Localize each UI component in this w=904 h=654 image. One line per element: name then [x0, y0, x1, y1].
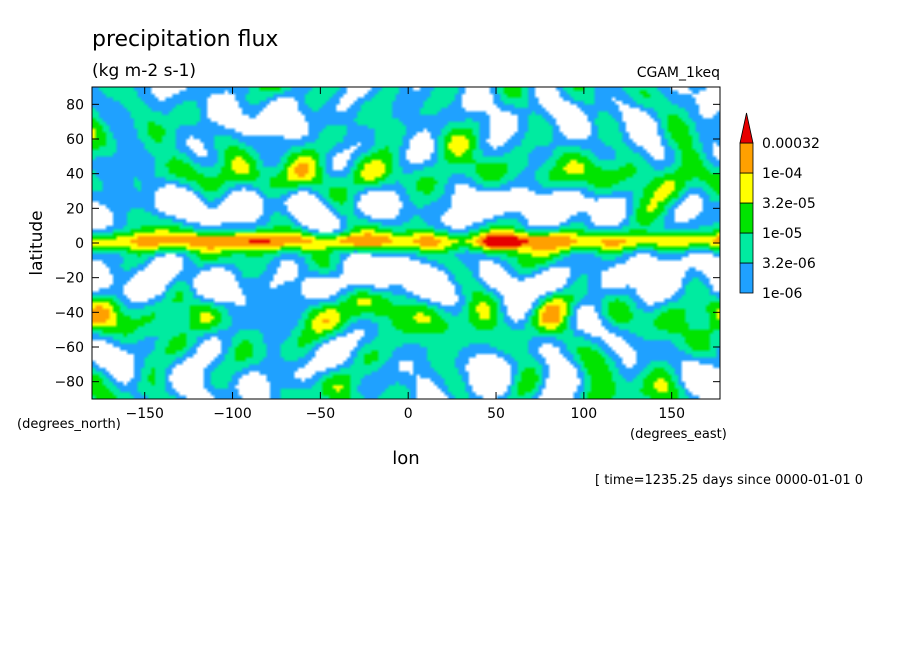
y-tick-label: 80 — [66, 97, 84, 113]
y-tick-label: −20 — [54, 271, 84, 287]
x-tick-label: −150 — [125, 406, 163, 422]
colorbar-level-label: 1e-06 — [762, 286, 802, 302]
colorbar-swatch — [739, 172, 754, 204]
x-tick-label: 100 — [570, 406, 597, 422]
y-axis: 80 60 40 20 0 −20 −40 −60 −80 — [54, 97, 720, 391]
colorbar-level-label: 0.00032 — [762, 136, 820, 152]
y-tick-label: 60 — [66, 132, 84, 148]
colorbar-level-label: 3.2e-05 — [762, 196, 816, 212]
x-axis: −150 −100 −50 0 50 100 150 — [125, 87, 685, 422]
y-tick-label: 0 — [75, 236, 84, 252]
x-tick-label: −100 — [213, 406, 251, 422]
x-axis-label: lon — [392, 448, 419, 469]
precipitation-field — [92, 87, 720, 399]
run-label: CGAM_1keq — [637, 65, 720, 81]
y-tick-label: 40 — [66, 167, 84, 183]
y-tick-label: 20 — [66, 201, 84, 217]
y-tick-label: −60 — [54, 340, 84, 356]
colorbar-level-label: 1e-05 — [762, 226, 802, 242]
chart-subtitle: (kg m-2 s-1) — [92, 61, 196, 81]
x-tick-label: 50 — [487, 406, 505, 422]
colorbar-level-label: 1e-04 — [762, 166, 802, 182]
y-tick-label: −40 — [54, 305, 84, 321]
colorbar-swatch — [739, 232, 754, 264]
x-tick-label: −50 — [306, 406, 336, 422]
chart-title: precipitation flux — [92, 27, 278, 52]
time-label: [ time=1235.25 days since 0000-01-01 0 — [595, 473, 863, 488]
colorbar-level-label: 3.2e-06 — [762, 256, 816, 272]
y-tick-label: −80 — [54, 375, 84, 391]
x-tick-label: 0 — [404, 406, 413, 422]
y-axis-label: latitude — [27, 210, 47, 275]
x-axis-units: (degrees_east) — [630, 427, 727, 442]
colorbar-swatch — [739, 262, 754, 294]
colorbar-swatch — [739, 142, 754, 174]
y-axis-units: (degrees_north) — [17, 417, 121, 432]
x-tick-label: 150 — [658, 406, 685, 422]
colorbar-top-arrow — [739, 112, 754, 144]
colorbar: 1e-06 3.2e-06 1e-05 3.2e-05 1e-04 0.00032 — [739, 112, 820, 302]
colorbar-swatch — [739, 202, 754, 234]
